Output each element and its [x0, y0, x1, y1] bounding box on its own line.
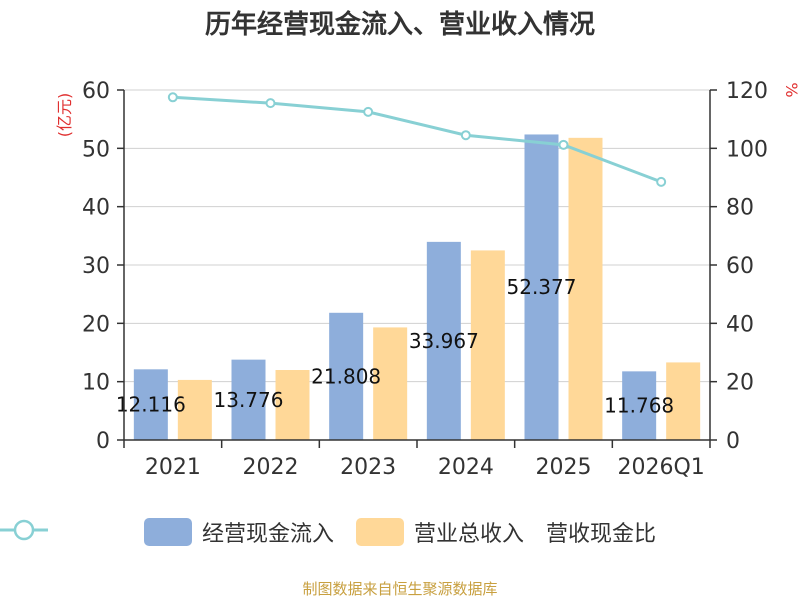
- line-layer: [167, 92, 667, 187]
- y-left-tick-label: 30: [82, 254, 110, 279]
- y-right-tick-label: 120: [726, 79, 768, 104]
- legend-label-ratio: 营收现金比: [546, 522, 657, 547]
- bar-cash-inflow: [622, 371, 657, 440]
- legend-swatch-ratio: [0, 519, 48, 541]
- source-note: 制图数据来自恒生聚源数据库: [302, 580, 498, 598]
- bar-revenue: [177, 379, 212, 440]
- bar-revenue: [470, 250, 505, 440]
- x-tick-label: 2025: [536, 455, 592, 480]
- y-left-tick-label: 10: [82, 371, 110, 396]
- ratio-point: [265, 98, 276, 109]
- legend-swatch-revenue: [355, 518, 404, 546]
- x-tick-label: 2023: [340, 455, 396, 480]
- ratio-point: [558, 139, 569, 150]
- data-label-cash-inflow: 13.776: [214, 388, 284, 412]
- y-left-tick-label: 0: [96, 429, 110, 454]
- y-left-tick-label: 50: [82, 137, 110, 162]
- bar-revenue: [568, 137, 603, 441]
- legend-item-ratio[interactable]: 营收现金比: [0, 516, 657, 548]
- chart-title: 历年经营现金流入、营业收入情况: [204, 10, 595, 40]
- y-right-tick-label: 80: [726, 196, 754, 221]
- x-tick-label: 2022: [243, 455, 299, 480]
- bar-cash-inflow: [329, 312, 364, 440]
- y-left-unit: (亿元): [55, 93, 74, 138]
- ratio-point: [656, 176, 667, 187]
- y-left-tick-label: 60: [82, 79, 110, 104]
- ratio-point: [460, 130, 471, 141]
- y-right-tick-label: 20: [726, 371, 754, 396]
- y-right-tick-label: 100: [726, 137, 768, 162]
- bar-revenue: [666, 362, 701, 440]
- legend-item-revenue[interactable]: 营业总收入: [355, 516, 524, 548]
- x-tick-label: 2024: [438, 455, 494, 480]
- y-right-tick-label: 40: [726, 312, 754, 337]
- y-right-tick-label: 0: [726, 429, 740, 454]
- y-right-tick-label: 60: [726, 254, 754, 279]
- data-label-cash-inflow: 21.808: [311, 364, 381, 388]
- data-label-cash-inflow: 12.116: [116, 393, 186, 417]
- ratio-point: [363, 106, 374, 117]
- legend-label-cash-inflow: 经营现金流入: [201, 522, 334, 547]
- legend-label-revenue: 营业总收入: [413, 522, 524, 547]
- axes-layer: 0 10 20 30 40 50 60 0 20 40 60 80 100 120 2021 2022 2023…: [55, 79, 800, 480]
- x-tick-label: 2021: [145, 455, 201, 480]
- bar-revenue: [275, 370, 310, 440]
- data-labels-layer: 12.116 13.776 21.808 33.967 52.377 11.768: [116, 275, 674, 417]
- bar-revenue: [373, 327, 408, 440]
- bars-layer: [133, 134, 701, 441]
- ratio-point: [167, 92, 178, 103]
- data-label-cash-inflow: 33.967: [409, 329, 479, 353]
- bar-cash-inflow: [133, 369, 168, 440]
- grid-lines: [124, 89, 710, 383]
- y-left-tick-label: 40: [82, 196, 110, 221]
- y-right-unit: %: [782, 82, 800, 97]
- data-label-cash-inflow: 52.377: [507, 275, 577, 299]
- bar-cash-inflow: [524, 134, 559, 440]
- bar-cash-inflow: [426, 241, 461, 440]
- legend-swatch-cash-inflow: [143, 518, 192, 546]
- legend-item-cash-inflow[interactable]: 经营现金流入: [143, 516, 334, 548]
- chart-svg: 12.116 13.776 21.808 33.967 52.377 11.768 0 10…: [55, 79, 800, 480]
- y-left-tick-label: 20: [82, 312, 110, 337]
- data-label-cash-inflow: 11.768: [604, 394, 674, 418]
- legend: 经营现金流入 营业总收入 营收现金比: [0, 516, 800, 548]
- bar-cash-inflow: [231, 359, 266, 440]
- ratio-line: [172, 95, 662, 184]
- x-tick-label: 2026Q1: [618, 455, 705, 480]
